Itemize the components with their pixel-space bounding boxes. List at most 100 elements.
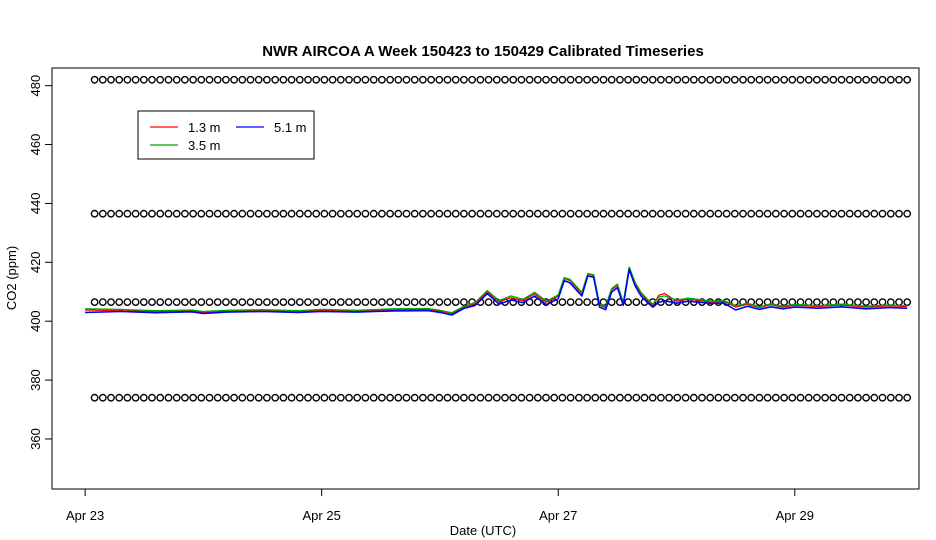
reference-marker — [279, 209, 288, 218]
x-tick-label: Apr 29 — [776, 508, 814, 523]
reference-marker — [640, 393, 649, 402]
reference-marker — [369, 298, 378, 306]
reference-marker — [295, 298, 304, 306]
reference-marker — [624, 209, 632, 218]
reference-marker — [156, 393, 165, 402]
reference-marker — [90, 75, 99, 84]
reference-marker — [304, 298, 312, 306]
reference-marker — [722, 393, 731, 402]
reference-marker — [657, 298, 665, 306]
reference-marker — [180, 393, 189, 402]
reference-marker — [312, 298, 321, 306]
reference-marker — [813, 393, 821, 402]
reference-marker — [418, 209, 427, 218]
reference-marker — [304, 209, 312, 218]
reference-marker — [148, 298, 156, 306]
reference-marker — [98, 209, 107, 218]
reference-marker — [361, 209, 370, 218]
series-line-3 — [85, 268, 908, 316]
reference-marker — [410, 393, 419, 402]
reference-marker — [673, 75, 682, 84]
reference-marker — [205, 298, 214, 306]
reference-marker — [878, 393, 887, 402]
reference-marker — [583, 393, 591, 402]
reference-marker — [418, 75, 427, 84]
legend-label-3: 5.1 m — [274, 120, 307, 135]
reference-marker — [402, 298, 411, 306]
reference-marker — [813, 75, 821, 84]
reference-marker — [640, 209, 649, 218]
reference-marker — [394, 393, 403, 402]
y-tick-label: 400 — [28, 310, 43, 332]
reference-marker — [575, 393, 583, 402]
reference-marker — [583, 75, 591, 84]
reference-marker — [714, 393, 723, 402]
reference-marker — [657, 75, 665, 84]
reference-marker — [107, 209, 115, 218]
chart-title: NWR AIRCOA A Week 150423 to 150429 Calib… — [262, 43, 704, 60]
reference-marker — [98, 393, 107, 402]
reference-marker — [435, 298, 444, 306]
reference-marker — [648, 393, 657, 402]
y-tick-label: 420 — [28, 251, 43, 273]
reference-marker — [230, 209, 239, 218]
reference-marker — [320, 75, 329, 84]
reference-marker — [402, 75, 411, 84]
reference-marker — [115, 298, 124, 306]
reference-marker — [714, 209, 723, 218]
x-axis-label: Date (UTC) — [450, 523, 516, 538]
reference-marker — [254, 393, 263, 402]
reference-marker — [386, 209, 394, 218]
reference-marker — [230, 393, 239, 402]
reference-marker — [722, 209, 731, 218]
reference-marker — [345, 393, 353, 402]
reference-marker — [246, 393, 255, 402]
reference-marker — [164, 209, 173, 218]
reference-marker — [591, 75, 600, 84]
reference-marker — [271, 298, 280, 306]
reference-marker — [410, 209, 419, 218]
reference-marker — [189, 393, 198, 402]
reference-marker — [98, 75, 107, 84]
reference-marker — [689, 393, 698, 402]
reference-marker — [517, 209, 526, 218]
reference-marker — [156, 209, 165, 218]
reference-marker — [648, 209, 657, 218]
reference-marker — [131, 298, 140, 306]
reference-marker — [730, 209, 739, 218]
reference-marker — [862, 209, 870, 218]
reference-marker — [788, 209, 797, 218]
reference-marker — [492, 75, 501, 84]
reference-marker — [295, 75, 304, 84]
reference-marker — [501, 75, 509, 84]
reference-marker — [336, 209, 345, 218]
reference-marker — [870, 209, 879, 218]
reference-marker — [558, 209, 567, 218]
reference-marker — [386, 393, 394, 402]
reference-marker — [476, 209, 485, 218]
reference-marker — [262, 298, 271, 306]
reference-marker — [328, 75, 337, 84]
reference-marker — [238, 298, 247, 306]
reference-marker — [895, 209, 903, 218]
reference-marker — [673, 393, 682, 402]
reference-marker — [616, 209, 624, 218]
reference-marker — [895, 75, 903, 84]
reference-marker — [624, 298, 632, 306]
reference-marker — [870, 298, 879, 306]
reference-marker — [271, 75, 280, 84]
reference-marker — [254, 209, 263, 218]
reference-marker — [107, 393, 115, 402]
reference-marker — [139, 209, 148, 218]
reference-marker — [484, 75, 493, 84]
reference-marker — [886, 393, 895, 402]
reference-marker — [443, 393, 452, 402]
reference-marker — [377, 75, 386, 84]
reference-marker — [189, 298, 198, 306]
reference-marker — [90, 393, 99, 402]
reference-marker — [903, 75, 912, 84]
reference-marker — [739, 209, 747, 218]
reference-marker — [172, 298, 181, 306]
reference-marker — [369, 75, 378, 84]
